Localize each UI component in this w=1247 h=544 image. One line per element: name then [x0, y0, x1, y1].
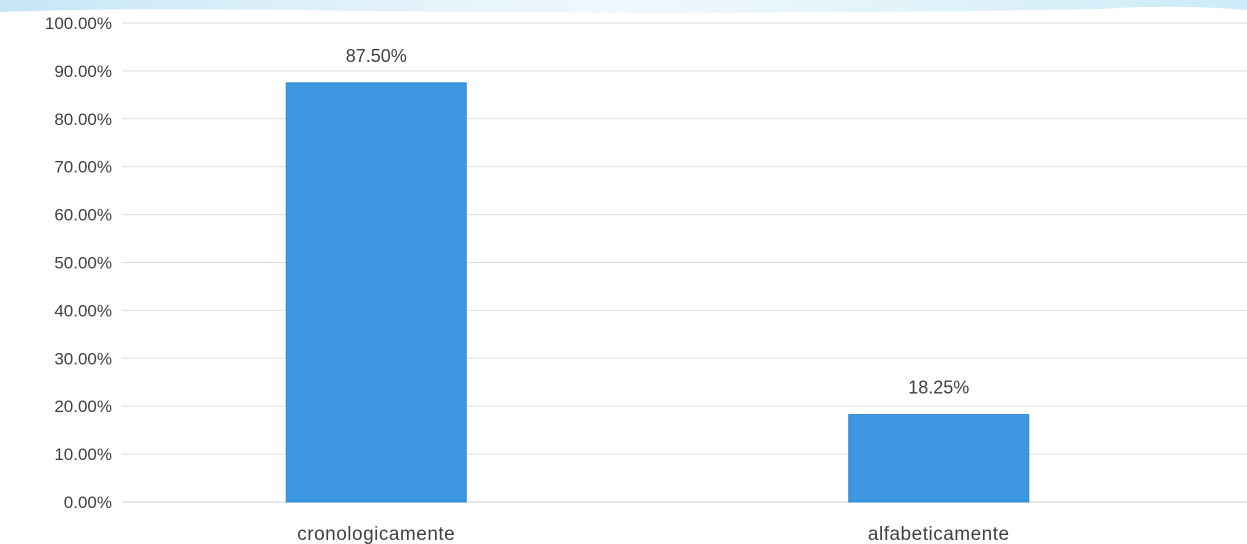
y-tick-label: 90.00% — [54, 62, 112, 81]
y-tick-label: 10.00% — [54, 445, 112, 464]
data-labels: 87.50% 18.25% — [346, 46, 970, 398]
x-tick-label-alfabeticamente: alfabeticamente — [868, 524, 1010, 544]
y-tick-label: 50.00% — [54, 254, 112, 273]
y-tick-label: 60.00% — [54, 206, 112, 225]
y-tick-label: 0.00% — [64, 493, 112, 512]
bar-cronologicamente — [285, 82, 467, 503]
y-tick-label: 70.00% — [54, 158, 112, 177]
x-tick-label-cronologicamente: cronologicamente — [297, 524, 455, 544]
y-axis: 0.00% 10.00% 20.00% 30.00% 40.00% 50.00% 60.00… — [45, 14, 112, 512]
y-tick-label: 100.00% — [45, 14, 112, 33]
y-tick-label: 20.00% — [54, 397, 112, 416]
data-label-alfabeticamente: 18.25% — [908, 378, 969, 398]
bars — [285, 82, 1030, 503]
x-axis: cronologicamente alfabeticamente — [297, 524, 1009, 544]
top-decoration — [0, 0, 1247, 13]
y-tick-label: 30.00% — [54, 349, 112, 368]
y-tick-label: 40.00% — [54, 301, 112, 320]
y-tick-label: 80.00% — [54, 110, 112, 129]
data-label-cronologicamente: 87.50% — [346, 46, 407, 66]
bar-alfabeticamente — [848, 414, 1030, 503]
